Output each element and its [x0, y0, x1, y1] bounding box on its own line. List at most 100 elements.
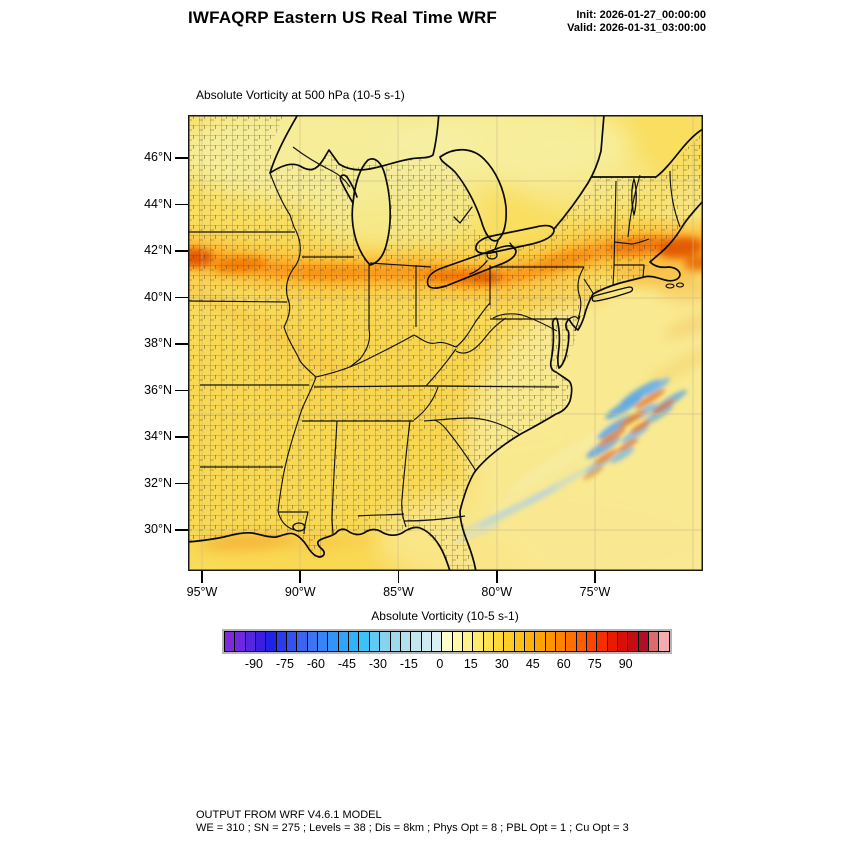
- lake-ontario-outline: [475, 224, 555, 255]
- colorbar-tick-label: -30: [368, 657, 387, 671]
- niagara-river: [509, 242, 517, 252]
- colorbar-segment: [441, 632, 452, 651]
- lat-tick-label: 40°N: [144, 289, 172, 304]
- lat-tick-mark: [175, 296, 188, 299]
- lake-champlain-outline: [631, 178, 637, 216]
- colorbar-segment: [296, 632, 307, 651]
- colorbar-tick-label: 75: [587, 657, 602, 671]
- saginaw-bay-outline: [453, 206, 473, 224]
- colorbar-segment: [565, 632, 576, 651]
- colorbar-segments: [224, 631, 670, 652]
- colorbar-segment: [513, 632, 524, 651]
- colorbar-segment: [379, 632, 390, 651]
- colorbar-segment: [234, 632, 245, 651]
- lon-tick-label: 90°W: [284, 585, 316, 599]
- colorbar: [222, 629, 672, 654]
- colorbar-segment: [544, 632, 555, 651]
- colorbar-segment: [648, 632, 659, 651]
- colorbar-segment: [225, 632, 235, 651]
- colorbar-tick-label: 30: [494, 657, 509, 671]
- map-canvas: [188, 115, 703, 571]
- colorbar-tick-label: 60: [556, 657, 571, 671]
- colorbar-segment: [275, 632, 287, 651]
- colorbar-segment: [368, 632, 380, 651]
- colorbar-segment: [492, 632, 504, 651]
- lon-tick-mark: [594, 571, 596, 583]
- island-nantucket: [675, 282, 685, 288]
- st-lawrence-river: [553, 115, 605, 230]
- lat-tick-label: 30°N: [144, 522, 172, 536]
- offshore-wave-train: [454, 377, 688, 543]
- lon-tick-mark: [397, 571, 400, 583]
- colorbar-segment: [286, 632, 297, 651]
- colorbar-segment: [658, 632, 669, 651]
- map-border: [188, 115, 703, 571]
- footer-model-line: OUTPUT FROM WRF V4.6.1 MODEL: [196, 809, 382, 821]
- colorbar-segment: [327, 632, 338, 651]
- field-title: Absolute Vorticity at 500 hPa (10-5 s-1): [196, 88, 405, 102]
- colorbar-segment: [389, 632, 400, 651]
- colorbar-segment: [244, 632, 256, 651]
- lake-huron-outline: [439, 148, 508, 242]
- colorbar-segment: [461, 632, 473, 651]
- colorbar-segment: [482, 632, 493, 651]
- colorbar-tick-label: -60: [306, 657, 325, 671]
- lat-tick-mark: [175, 203, 188, 206]
- colorbar-segment: [627, 632, 638, 651]
- lon-tick-label: 80°W: [481, 585, 513, 599]
- long-island-outline: [591, 286, 634, 302]
- lat-tick-label: 38°N: [144, 336, 172, 350]
- lat-tick-mark: [175, 157, 188, 159]
- lake-michigan-outline: [351, 158, 392, 266]
- green-bay-outline: [339, 174, 358, 204]
- lake-pontchartrain-outline: [292, 522, 306, 532]
- page-title: IWFAQRP Eastern US Real Time WRF: [188, 8, 498, 27]
- lat-tick-label: 42°N: [144, 243, 172, 257]
- colorbar-tick-label: -90: [244, 657, 264, 671]
- colorbar-segment: [617, 632, 628, 651]
- lat-tick-mark: [175, 343, 188, 345]
- colorbar-segment: [523, 632, 535, 651]
- colorbar-tick-label: 90: [618, 657, 633, 671]
- lat-tick-label: 46°N: [144, 150, 172, 164]
- colorbar-segment: [265, 632, 276, 651]
- colorbar-segment: [399, 632, 411, 651]
- colorbar-segment: [420, 632, 431, 651]
- lake-st-clair-outline: [486, 250, 498, 260]
- gulf-coastline: [188, 526, 451, 571]
- lat-tick-label: 32°N: [144, 475, 172, 490]
- coastline-and-lakes: [188, 115, 703, 571]
- detroit-river: [469, 240, 499, 275]
- island-marthas-vineyard: [665, 283, 675, 289]
- lake-superior-outline: [269, 115, 440, 174]
- state-boundaries: [188, 146, 681, 535]
- lon-tick-mark: [299, 571, 302, 583]
- colorbar-segment: [637, 632, 649, 651]
- valid-time: Valid: 2026-01-31_03:00:00: [567, 22, 706, 34]
- colorbar-tick-label: -75: [275, 657, 294, 671]
- init-valid-stamp: Init: 2026-01-27_00:00:00 Valid: 2026-01…: [567, 9, 706, 35]
- lat-tick-mark: [175, 389, 188, 392]
- colorbar-segment: [358, 632, 369, 651]
- init-time: Init: 2026-01-27_00:00:00: [576, 9, 706, 21]
- colorbar-tick-label: -15: [399, 657, 418, 671]
- map-panel: [188, 115, 703, 571]
- colorbar-segment: [306, 632, 318, 651]
- colorbar-segment: [534, 632, 545, 651]
- us-canada-border: [591, 128, 703, 178]
- colorbar-segment: [606, 632, 618, 651]
- lat-tick-mark: [175, 250, 188, 252]
- colorbar-segment: [255, 632, 266, 651]
- colorbar-tick-label: 0: [436, 657, 444, 671]
- atlantic-coastline: [459, 200, 703, 571]
- lon-tick-mark: [201, 571, 203, 583]
- lat-tick-mark: [175, 436, 188, 438]
- lat-tick-label: 36°N: [144, 382, 172, 397]
- colorbar-segment: [555, 632, 566, 651]
- lon-tick-mark: [495, 571, 498, 583]
- colorbar-segment: [586, 632, 597, 651]
- lat-tick-label: 44°N: [144, 196, 172, 211]
- lon-tick-label: 75°W: [579, 585, 611, 599]
- lat-tick-label: 34°N: [144, 429, 172, 443]
